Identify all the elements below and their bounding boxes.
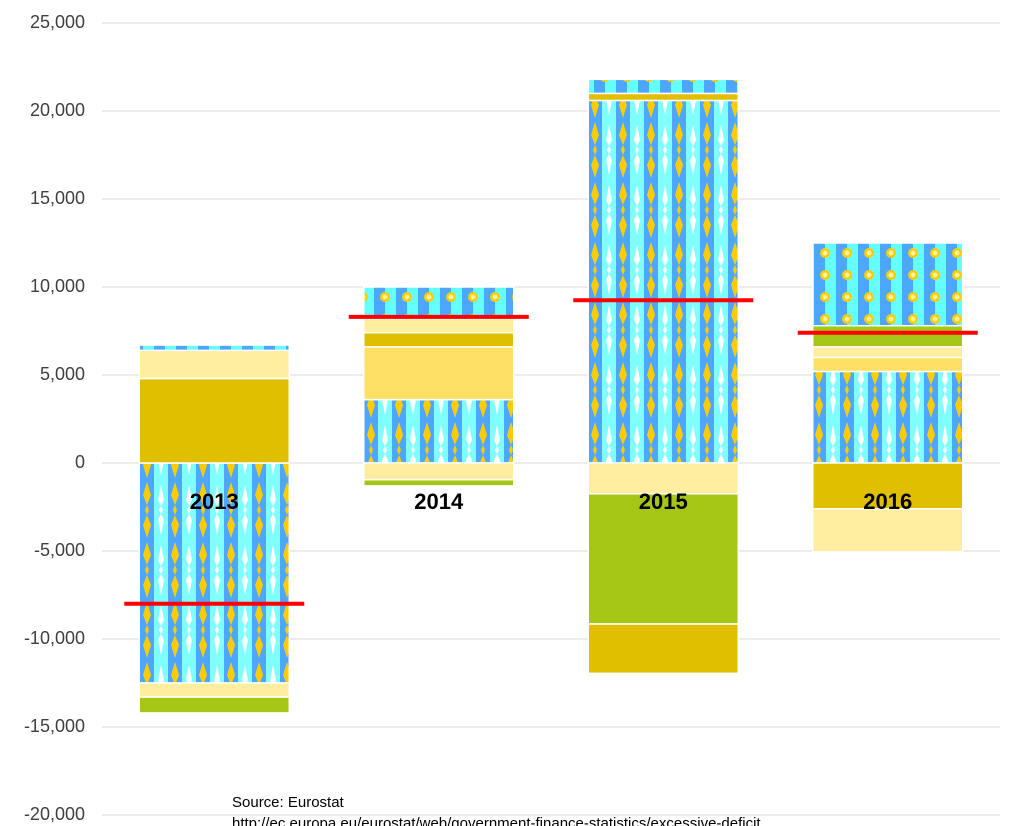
category-label: 2016 [863, 489, 912, 514]
y-tick-label: -20,000 [24, 804, 85, 824]
bar-segment [139, 697, 289, 713]
bar-segment [364, 463, 514, 480]
y-tick-label: 15,000 [30, 188, 85, 208]
bar-segment [813, 243, 963, 326]
bar-segment [813, 326, 963, 347]
bar-segment [364, 347, 514, 400]
bar-segment [364, 287, 514, 319]
y-tick-label: -15,000 [24, 716, 85, 736]
y-tick-label: 10,000 [30, 276, 85, 296]
category-label: 2013 [190, 489, 239, 514]
bar-segment [139, 379, 289, 463]
bar-segment [364, 480, 514, 486]
bar-segment [588, 624, 738, 673]
category-label: 2014 [414, 489, 464, 514]
bar-segment [588, 93, 738, 100]
y-tick-label: -10,000 [24, 628, 85, 648]
bar-segment [364, 319, 514, 333]
bar-segment [813, 371, 963, 463]
bar-segment [364, 333, 514, 347]
bar-segment [588, 79, 738, 93]
source: Source: Eurostat [232, 794, 345, 811]
y-tick-label: 5,000 [40, 364, 85, 384]
category-label: 2015 [639, 489, 688, 514]
y-tick-label: 25,000 [30, 12, 85, 32]
bar-segment [813, 347, 963, 358]
bar-segment [364, 400, 514, 463]
y-tick-label: 20,000 [30, 100, 85, 120]
bar-segment [813, 357, 963, 371]
bar-segment [813, 509, 963, 552]
y-tick-label: 0 [75, 452, 85, 472]
bar-segment [139, 683, 289, 697]
chart: Source: Eurostat http://ec.europa.eu/eur… [0, 0, 1013, 826]
bar-segment [139, 345, 289, 350]
source-url: http://ec.europa.eu/eurostat/web/governm… [232, 815, 761, 826]
bar-segment [139, 350, 289, 378]
bar-segment [588, 100, 738, 463]
y-tick-label: -5,000 [34, 540, 85, 560]
